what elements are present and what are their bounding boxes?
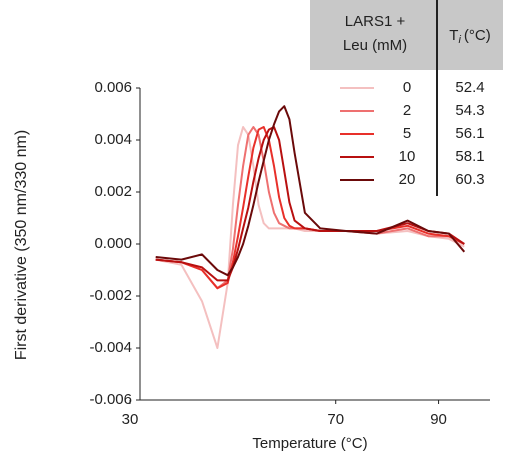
legend-label: 2 (403, 102, 411, 119)
legend-title: Leu (mM) (343, 37, 407, 54)
y-tick-label: 0.002 (94, 183, 132, 200)
y-tick-label: 0.000 (94, 235, 132, 252)
legend-label: 0 (403, 79, 411, 96)
series-line (155, 126, 465, 282)
value-header-unit: (°C) (464, 27, 491, 44)
x-tick-label: 30 (122, 411, 139, 428)
legend-label: 5 (403, 125, 411, 142)
series-line (155, 105, 466, 277)
legend-label: 10 (399, 148, 416, 165)
legend-value: 52.4 (455, 79, 484, 96)
series-line (155, 126, 465, 349)
x-axis-label: Temperature (°C) (252, 435, 367, 452)
value-header-sub: i (458, 34, 461, 46)
legend-header-bg (310, 0, 503, 70)
legend-value: 58.1 (455, 148, 484, 165)
y-tick-label: -0.004 (89, 339, 132, 356)
legend-value: 56.1 (455, 125, 484, 142)
x-tick-label: 70 (327, 411, 344, 428)
value-header: Ti (°C) (449, 27, 490, 46)
legend-value: 60.3 (455, 171, 484, 188)
y-tick-label: 0.004 (94, 131, 132, 148)
legend-title: LARS1 + (345, 13, 406, 30)
series-line (155, 126, 465, 290)
series-line (155, 126, 465, 290)
y-tick-label: 0.006 (94, 79, 132, 96)
value-header-base: T (449, 27, 458, 44)
y-axis-label: First derivative (350 nm/330 nm) (13, 130, 30, 360)
y-tick-label: -0.002 (89, 287, 132, 304)
x-tick-label: 90 (430, 411, 447, 428)
legend-label: 20 (399, 171, 416, 188)
y-tick-label: -0.006 (89, 391, 132, 408)
legend-value: 54.3 (455, 102, 484, 119)
